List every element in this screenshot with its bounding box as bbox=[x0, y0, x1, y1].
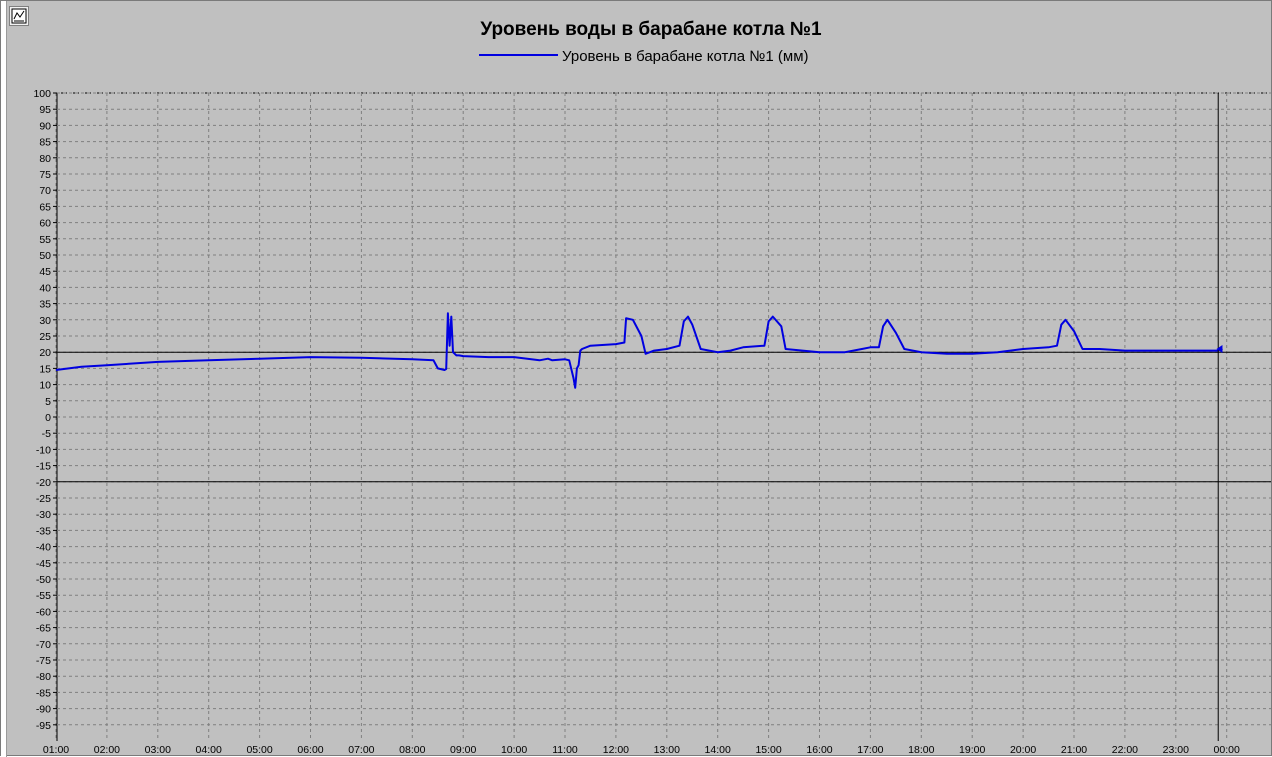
x-axis-ticks: 01:00 02:00 03:00 04:00 05:00 06:00 07:00 08:00… bbox=[43, 744, 1240, 756]
y-tick-label: -95 bbox=[36, 720, 51, 732]
plot-grid bbox=[55, 92, 1271, 741]
x-tick-label: 19:00 bbox=[959, 744, 985, 756]
x-tick-label: 12:00 bbox=[603, 744, 629, 756]
y-tick-label: 15 bbox=[39, 363, 51, 375]
window-left-edge bbox=[1, 1, 7, 757]
y-tick-label: -50 bbox=[36, 574, 51, 586]
y-tick-label: 20 bbox=[39, 347, 51, 359]
x-tick-label: 04:00 bbox=[196, 744, 222, 756]
x-tick-label: 22:00 bbox=[1112, 744, 1138, 756]
legend-series-label: Уровень в барабане котла №1 (мм) bbox=[562, 48, 809, 65]
y-tick-label: 5 bbox=[45, 396, 51, 408]
x-tick-label: 00:00 bbox=[1214, 744, 1240, 756]
y-tick-label: -15 bbox=[36, 461, 51, 473]
y-tick-label: -70 bbox=[36, 639, 51, 651]
x-tick-label: 17:00 bbox=[857, 744, 883, 756]
x-tick-label: 07:00 bbox=[348, 744, 374, 756]
y-tick-label: -20 bbox=[36, 477, 51, 489]
y-tick-label: -80 bbox=[36, 671, 51, 683]
y-tick-label: 85 bbox=[39, 137, 51, 149]
y-tick-label: -30 bbox=[36, 509, 51, 521]
legend: Уровень в барабане котла №1 (мм) bbox=[479, 48, 809, 65]
y-tick-label: 60 bbox=[39, 218, 51, 230]
chart-settings-button[interactable] bbox=[9, 6, 29, 26]
y-tick-label: 70 bbox=[39, 185, 51, 197]
chart-icon bbox=[11, 8, 27, 24]
time-cursor[interactable] bbox=[1216, 93, 1223, 741]
x-tick-label: 15:00 bbox=[755, 744, 781, 756]
x-tick-label: 06:00 bbox=[297, 744, 323, 756]
x-tick-label: 23:00 bbox=[1163, 744, 1189, 756]
x-tick-label: 16:00 bbox=[806, 744, 832, 756]
x-tick-label: 20:00 bbox=[1010, 744, 1036, 756]
y-axis-ticks: 1009590858075706560555045403530252015105… bbox=[33, 88, 57, 732]
y-tick-label: 90 bbox=[39, 120, 51, 132]
x-tick-label: 11:00 bbox=[552, 744, 578, 756]
chart-title: Уровень воды в барабане котла №1 bbox=[480, 19, 822, 40]
y-tick-label: -45 bbox=[36, 558, 51, 570]
x-tick-label: 14:00 bbox=[705, 744, 731, 756]
x-tick-label: 21:00 bbox=[1061, 744, 1087, 756]
y-tick-label: -90 bbox=[36, 704, 51, 716]
x-tick-label: 18:00 bbox=[908, 744, 934, 756]
y-tick-label: -65 bbox=[36, 623, 51, 635]
y-tick-label: -55 bbox=[36, 590, 51, 602]
x-tick-label: 09:00 bbox=[450, 744, 476, 756]
x-tick-label: 08:00 bbox=[399, 744, 425, 756]
y-tick-label: 45 bbox=[39, 266, 51, 278]
series-line-drum-level bbox=[55, 312, 1223, 389]
x-tick-label: 05:00 bbox=[246, 744, 272, 756]
y-tick-label: 95 bbox=[39, 104, 51, 116]
current-value-marker bbox=[1216, 344, 1223, 353]
y-tick-label: 80 bbox=[39, 153, 51, 165]
y-tick-label: -40 bbox=[36, 542, 51, 554]
x-tick-label: 10:00 bbox=[501, 744, 527, 756]
y-tick-label: -5 bbox=[42, 428, 51, 440]
limit-lines bbox=[57, 351, 1271, 483]
y-tick-label: -10 bbox=[36, 444, 51, 456]
y-tick-label: 100 bbox=[33, 88, 51, 100]
y-tick-label: -75 bbox=[36, 655, 51, 667]
y-tick-label: 0 bbox=[45, 412, 51, 424]
y-tick-label: 75 bbox=[39, 169, 51, 181]
y-tick-label: 65 bbox=[39, 201, 51, 213]
y-tick-label: 50 bbox=[39, 250, 51, 262]
y-tick-label: -35 bbox=[36, 525, 51, 537]
y-tick-label: 55 bbox=[39, 234, 51, 246]
y-tick-label: -25 bbox=[36, 493, 51, 505]
x-tick-label: 13:00 bbox=[654, 744, 680, 756]
y-tick-label: 40 bbox=[39, 282, 51, 294]
y-tick-label: 30 bbox=[39, 315, 51, 327]
y-tick-label: 35 bbox=[39, 299, 51, 311]
x-tick-label: 03:00 bbox=[145, 744, 171, 756]
y-tick-label: 25 bbox=[39, 331, 51, 343]
y-tick-label: -60 bbox=[36, 606, 51, 618]
x-tick-label: 01:00 bbox=[43, 744, 69, 756]
x-tick-label: 02:00 bbox=[94, 744, 120, 756]
y-tick-label: -85 bbox=[36, 687, 51, 699]
y-tick-label: 10 bbox=[39, 380, 51, 392]
